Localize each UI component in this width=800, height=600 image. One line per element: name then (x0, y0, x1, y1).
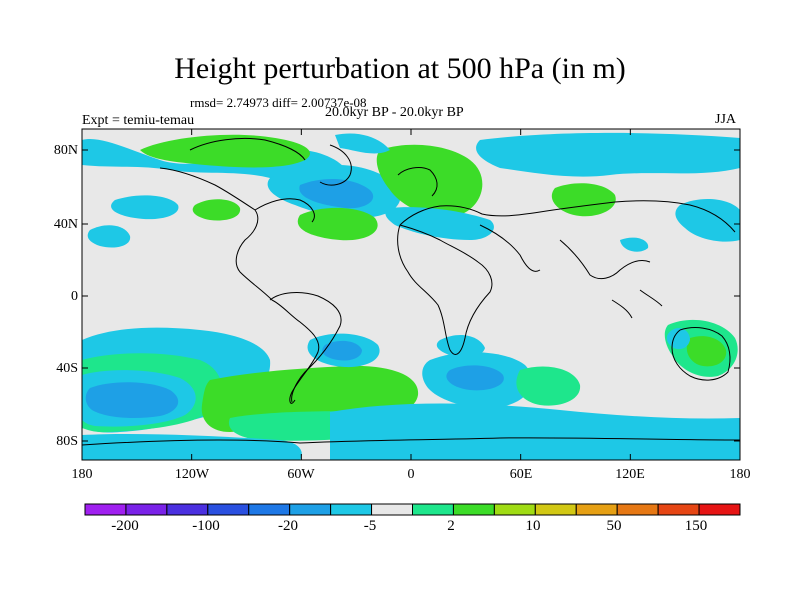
x-tick-label: 60E (509, 467, 533, 482)
colorbar-swatch (575, 503, 618, 516)
colorbar-swatch (452, 503, 495, 516)
x-tick-label: 120E (615, 467, 645, 482)
colorbar-label: 2 (447, 518, 455, 534)
contour-region (111, 195, 179, 220)
colorbar-label: -20 (278, 518, 298, 534)
contour-region (299, 178, 374, 209)
colorbar-swatch (616, 503, 659, 516)
y-tick-label: 0 (71, 289, 78, 304)
colorbar-swatch (412, 503, 454, 516)
colorbar-label: -5 (363, 518, 377, 534)
contour-region (335, 133, 390, 154)
period-label: 20.0kyr BP - 20.0kyr BP (325, 105, 464, 120)
y-tick-label: 80S (56, 434, 78, 449)
contour-region (140, 134, 310, 168)
y-tick-label: 40S (56, 361, 78, 376)
contour-region (87, 225, 131, 248)
colorbar-swatch (84, 503, 127, 516)
contour-region (720, 427, 740, 447)
x-tick-label: 180 (71, 467, 93, 482)
contour-region (436, 334, 485, 358)
colorbar-label: 50 (606, 518, 622, 534)
x-axis-ticks (81, 129, 741, 460)
coastlines (82, 137, 740, 446)
contour-region (675, 198, 740, 242)
contour-region (330, 403, 740, 460)
colorbar-swatch (207, 503, 250, 516)
x-tick-label: 180 (729, 467, 751, 482)
season-label: JJA (715, 112, 737, 127)
height-field (82, 129, 740, 460)
colorbar-label: -100 (192, 518, 220, 534)
colorbar-swatch (166, 503, 209, 516)
colorbar-swatch (698, 503, 741, 516)
experiment-label: Expt = temiu-temau (82, 113, 195, 128)
y-tick-label: 40N (53, 217, 78, 232)
x-tick-label: 0 (407, 467, 415, 482)
map-title: Height perturbation at 500 hPa (in m) (174, 52, 626, 85)
contour-region (620, 237, 649, 252)
colorbar-swatch (330, 503, 373, 516)
contour-region (192, 199, 241, 221)
stats-line: rmsd= 2.74973 diff= 2.00737e-08 (190, 95, 367, 110)
y-axis-ticks (82, 149, 740, 442)
contour-region (297, 207, 378, 241)
x-tick-label: 120W (174, 467, 210, 482)
contour-region (376, 144, 483, 217)
colorbar-swatch (248, 503, 291, 516)
contour-region (446, 365, 504, 391)
colorbar-swatch (493, 503, 536, 516)
colorbar (84, 503, 741, 516)
y-tick-label: 80N (53, 143, 78, 158)
colorbar-label: 150 (684, 518, 708, 534)
colorbar-label: -200 (111, 518, 139, 534)
colorbar-label: 10 (525, 518, 541, 534)
colorbar-swatch (657, 503, 700, 516)
colorbar-swatch (371, 503, 413, 516)
x-tick-label: 60W (287, 467, 315, 482)
contour-region (516, 366, 581, 406)
contour-region (476, 132, 740, 177)
contour-region (322, 340, 362, 361)
colorbar-swatch (534, 503, 577, 516)
colorbar-swatch (289, 503, 332, 516)
colorbar-swatch (125, 503, 168, 516)
contour-region (686, 336, 727, 367)
contour-region (85, 382, 179, 418)
